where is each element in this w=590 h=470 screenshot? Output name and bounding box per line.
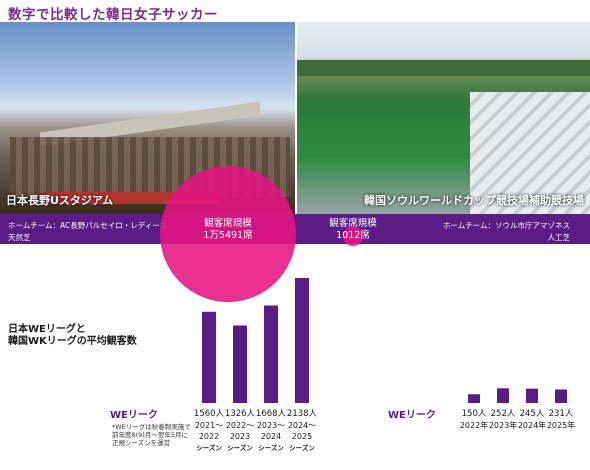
japan-bar [233,325,247,403]
japan-capacity-label: 観客席規模 1万5491席 [190,218,266,242]
korea-stadium-photo: 韓国ソウルワールドカップ競技場補助競技場 [297,22,590,214]
japan-bar [264,305,278,403]
capacity-label-text: 観客席規模 [204,218,252,229]
korea-value-label: 252人 [491,409,516,419]
chart-title-line1: 日本WEリーグと [8,324,86,335]
korea-home-team: ホームチーム：ソウル市庁アマゾネス [442,221,570,230]
korea-league-label: WEリーク [388,410,436,421]
japan-value-label: 1560人 [194,409,225,419]
japan-tick-label: シーズン [289,443,315,452]
japan-tick-label: 2022～ [226,421,254,430]
japan-tick-label: 2023～ [257,421,285,430]
japan-tick-label: 2023 [230,432,250,441]
note-line: 前年度8(9)月～翌年5月に [112,431,188,439]
japan-value-label: 1326人 [225,409,256,419]
japan-capacity-value: 1万5491席 [203,230,253,241]
korea-capacity-value: 1012席 [336,230,370,241]
korea-capacity-label: 観客席規模 1012席 [318,218,388,242]
korea-bar [497,388,509,403]
korea-tick-label: 2025年 [547,420,575,430]
korea-tick-label: 2023年 [489,420,517,430]
korea-value-label: 245人 [520,409,545,419]
japan-tick-label: 2024 [261,432,281,441]
japan-bar [295,278,309,403]
stadium-trees [297,60,590,76]
japan-value-label: 1668人 [256,409,287,419]
korea-value-label: 150人 [462,409,487,419]
korea-value-label: 231人 [549,409,574,419]
korea-turf-type: 人工芝 [547,233,571,242]
japan-tick-label: 2024～ [288,421,316,430]
korea-capacity-circle [343,226,363,246]
japan-tick-label: シーズン [227,443,253,452]
japan-turf-type: 天然芝 [8,233,31,242]
korea-bar [468,394,480,403]
japan-league-label: WEリーク [110,410,158,421]
korea-bar [555,389,567,403]
japan-stadium-caption: 日本長野Uスタジアム [6,194,114,207]
stadium-seats [470,92,590,214]
capacity-label-text: 観客席規模 [329,218,377,229]
japan-tick-label: 2025 [292,432,312,441]
japan-capacity-circle [160,166,296,302]
page-title: 数字で比較した韓日女子サッカー [8,7,218,23]
korea-tick-label: 2024年 [518,420,546,430]
note-line: 正規シーズンを運営 [112,439,171,447]
korea-bar [526,388,538,403]
note-line: *WEリーグは秋春制実施で [112,423,191,431]
japan-bar [202,311,216,403]
korea-stadium-caption: 韓国ソウルワールドカップ競技場補助競技場 [364,194,584,207]
chart-title-line2: 韓国WKリーグの平均観客数 [8,336,137,347]
japan-value-label: 2138人 [287,409,318,419]
japan-home-team: ホームチーム：AC長野パルセイロ・レディース [8,221,167,230]
season-note: *WEリーグは秋春制実施で 前年度8(9)月～翌年5月に 正規シーズンを運営 [112,423,202,447]
japan-tick-label: 2022 [199,432,219,441]
japan-tick-label: シーズン [258,443,284,452]
japan-tick-label: 2021～ [195,421,223,430]
japan-tick-label: シーズン [196,443,222,452]
korea-tick-label: 2022年 [460,420,488,430]
chart-title: 日本WEリーグと 韓国WKリーグの平均観客数 [8,324,137,348]
